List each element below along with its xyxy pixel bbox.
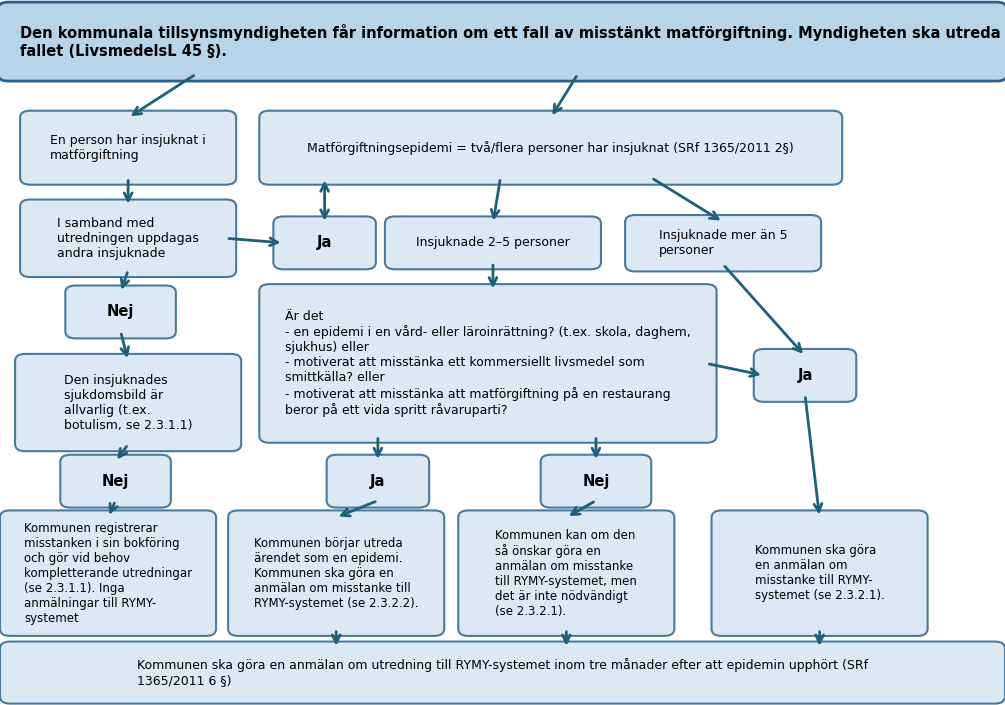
FancyBboxPatch shape	[625, 215, 821, 271]
FancyBboxPatch shape	[60, 455, 171, 508]
Text: Kommunen kan om den
så önskar göra en
anmälan om misstanke
till RYMY-systemet, m: Kommunen kan om den så önskar göra en an…	[495, 529, 637, 618]
Text: Nej: Nej	[107, 305, 135, 319]
Text: Kommunen registrerar
misstanken i sin bokföring
och gör vid behov
kompletterande: Kommunen registrerar misstanken i sin bo…	[24, 522, 192, 625]
Text: I samband med
utredningen uppdagas
andra insjuknade: I samband med utredningen uppdagas andra…	[57, 217, 199, 259]
FancyBboxPatch shape	[0, 510, 216, 636]
Text: En person har insjuknat i
matförgiftning: En person har insjuknat i matförgiftning	[50, 134, 206, 161]
FancyBboxPatch shape	[273, 216, 376, 269]
FancyBboxPatch shape	[712, 510, 928, 636]
FancyBboxPatch shape	[65, 286, 176, 338]
FancyBboxPatch shape	[385, 216, 601, 269]
Text: Insjuknade 2–5 personer: Insjuknade 2–5 personer	[416, 236, 570, 250]
Text: Insjuknade mer än 5
personer: Insjuknade mer än 5 personer	[659, 229, 787, 257]
Text: Är det
- en epidemi i en vård- eller läroinrättning? (t.ex. skola, daghem,
sjukh: Är det - en epidemi i en vård- eller lär…	[285, 310, 690, 417]
Text: Kommunen ska göra en anmälan om utredning till RYMY-systemet inom tre månader ef: Kommunen ska göra en anmälan om utrednin…	[137, 658, 868, 687]
FancyBboxPatch shape	[15, 354, 241, 451]
Text: Ja: Ja	[797, 368, 813, 383]
FancyBboxPatch shape	[20, 111, 236, 185]
FancyBboxPatch shape	[754, 349, 856, 402]
FancyBboxPatch shape	[0, 642, 1005, 704]
FancyBboxPatch shape	[228, 510, 444, 636]
Text: Kommunen börjar utreda
ärendet som en epidemi.
Kommunen ska göra en
anmälan om m: Kommunen börjar utreda ärendet som en ep…	[254, 537, 418, 610]
Text: Ja: Ja	[317, 235, 333, 250]
Text: Den insjuknades
sjukdomsbild är
allvarlig (t.ex.
botulism, se 2.3.1.1): Den insjuknades sjukdomsbild är allvarli…	[64, 374, 192, 431]
Text: Kommunen ska göra
en anmälan om
misstanke till RYMY-
systemet (se 2.3.2.1).: Kommunen ska göra en anmälan om misstank…	[755, 544, 884, 602]
Text: Nej: Nej	[102, 474, 130, 489]
FancyBboxPatch shape	[0, 2, 1005, 81]
Text: Matförgiftningsepidemi = två/flera personer har insjuknat (SRf 1365/2011 2§): Matförgiftningsepidemi = två/flera perso…	[308, 141, 794, 154]
FancyBboxPatch shape	[327, 455, 429, 508]
Text: Ja: Ja	[370, 474, 386, 489]
FancyBboxPatch shape	[20, 200, 236, 277]
FancyBboxPatch shape	[259, 111, 842, 185]
FancyBboxPatch shape	[541, 455, 651, 508]
Text: Den kommunala tillsynsmyndigheten får information om ett fall av misstänkt matfö: Den kommunala tillsynsmyndigheten får in…	[20, 25, 1001, 59]
FancyBboxPatch shape	[259, 284, 717, 443]
FancyBboxPatch shape	[458, 510, 674, 636]
Text: Nej: Nej	[582, 474, 610, 489]
